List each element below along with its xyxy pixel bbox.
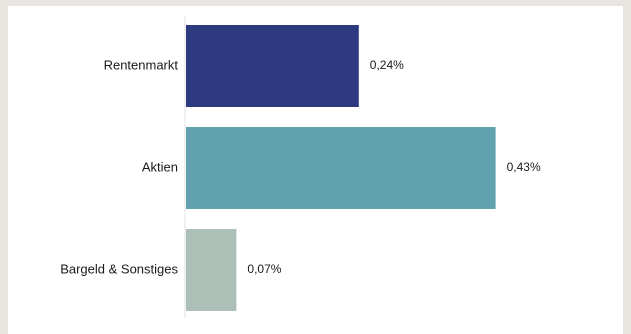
value-label-0: 0,24% [370, 58, 404, 72]
category-label-0: Rentenmarkt [104, 57, 179, 72]
category-label-1: Aktien [142, 159, 178, 174]
bar-0 [186, 25, 359, 107]
value-label-2: 0,07% [247, 262, 281, 276]
bar-1 [186, 127, 496, 209]
value-label-1: 0,43% [507, 160, 541, 174]
bar-2 [186, 229, 237, 311]
category-label-2: Bargeld & Sonstiges [60, 261, 178, 276]
